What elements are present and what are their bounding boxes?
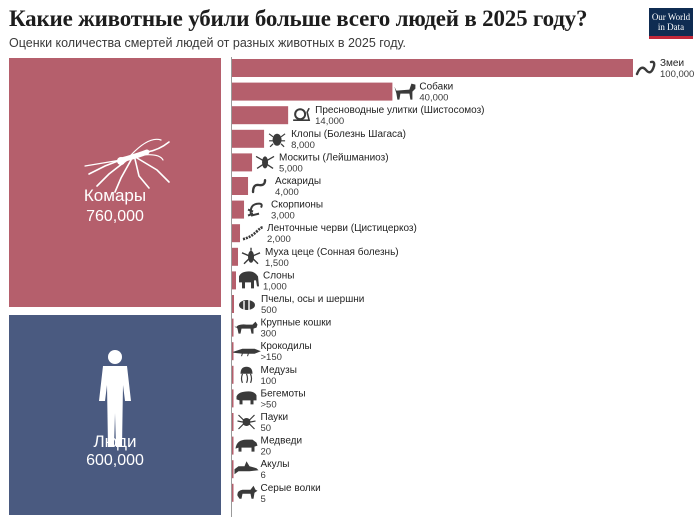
- bar-19: [232, 483, 234, 502]
- bar-value-10: 1,000: [263, 281, 287, 292]
- scorpion-icon: [247, 202, 263, 217]
- bar-value-13: >150: [261, 352, 282, 363]
- bar-value-15: >50: [261, 399, 277, 410]
- bar-label-9: Муха цеце (Сонная болезнь): [265, 246, 399, 258]
- bar-4: [232, 129, 265, 148]
- page-title: Какие животные убили больше всего людей …: [9, 6, 588, 31]
- mosquito-label: Комары: [83, 186, 147, 205]
- bee-icon: [239, 300, 256, 310]
- bar-label-10: Слоны: [263, 270, 294, 281]
- bar-value-18: 6: [261, 470, 266, 481]
- bar-9: [232, 247, 239, 266]
- bar-17: [232, 436, 234, 455]
- bar-value-19: 5: [261, 494, 266, 505]
- bar-value-16: 50: [261, 423, 272, 434]
- bar-label-11: Пчелы, осы и шершни: [261, 294, 364, 305]
- bar-label-5: Москиты (Лейшманиоз): [279, 152, 388, 163]
- bar-label-15: Бегемоты: [261, 388, 306, 399]
- sandfly-icon: [255, 155, 275, 169]
- bar-label-12: Крупные кошки: [261, 318, 332, 329]
- tsetse-fly-icon: [241, 247, 261, 265]
- humans-value: 600,000: [86, 452, 144, 469]
- tapeworm-icon: [242, 225, 264, 241]
- bar-value-17: 20: [261, 447, 272, 458]
- logo-accent-bar: [649, 36, 693, 39]
- snail-icon: [293, 107, 311, 121]
- bar-5: [232, 153, 253, 172]
- bar-label-4: Клопы (Болезнь Шагаса): [291, 129, 406, 140]
- mosquito-value: 760,000: [86, 208, 144, 225]
- jellyfish-icon: [240, 366, 253, 384]
- bar-label-17: Медведи: [261, 436, 303, 447]
- humans-label: Люди: [93, 432, 137, 451]
- bar-label-7: Скорпионы: [271, 200, 323, 211]
- bar-value-8: 2,000: [267, 234, 291, 245]
- bug-icon: [268, 133, 286, 148]
- logo-line-1: Our World: [651, 12, 691, 22]
- bar-2: [232, 82, 393, 101]
- bar-value-11: 500: [261, 305, 277, 316]
- spider-icon: [237, 414, 256, 430]
- bar-3: [232, 106, 289, 125]
- bar-label-16: Пауки: [261, 412, 289, 423]
- human-icon: [99, 350, 131, 447]
- bar-13: [232, 342, 234, 361]
- bar-14: [232, 365, 234, 384]
- bar-label-2: Собаки: [419, 81, 453, 93]
- bar-18: [232, 460, 234, 479]
- dog-icon: [394, 83, 416, 100]
- bar-value-2: 40,000: [419, 93, 448, 104]
- logo-line-2: in Data: [657, 22, 685, 32]
- shark-icon: [234, 461, 259, 475]
- bar-12: [232, 318, 234, 337]
- bar-label-1: Змеи: [660, 58, 684, 69]
- bar-value-5: 5,000: [279, 163, 303, 174]
- bear-icon: [235, 439, 258, 452]
- bar-label-19: Серые волки: [261, 483, 321, 494]
- snake-icon: [635, 60, 656, 76]
- bar-16: [232, 413, 234, 431]
- bar-value-4: 8,000: [291, 140, 315, 151]
- bar-label-8: Ленточные черви (Цистицеркоз): [267, 223, 417, 234]
- bar-value-6: 4,000: [275, 187, 299, 198]
- bar-label-14: Медузы: [261, 365, 297, 376]
- bar-value-12: 300: [261, 329, 277, 340]
- humans-block: Люди 600,000: [9, 315, 221, 515]
- mosquito-icon: [84, 138, 170, 193]
- bar-8: [232, 224, 241, 243]
- bar-value-14: 100: [261, 376, 277, 387]
- bar-value-9: 1,500: [265, 258, 289, 269]
- bar-value-1: 100,000: [660, 69, 694, 80]
- bar-15: [232, 389, 234, 408]
- mosquito-block: Комары 760,000: [9, 58, 221, 307]
- owid-logo[interactable]: Our World in Data: [649, 8, 693, 39]
- bar-1: [232, 59, 633, 77]
- bar-label-18: Акулы: [261, 459, 290, 470]
- bar-value-3: 14,000: [315, 116, 344, 127]
- wolf-icon: [237, 485, 258, 499]
- elephant-icon: [239, 271, 260, 289]
- bar-axis-line: [231, 57, 232, 517]
- roundworm-icon: [251, 178, 267, 194]
- bar-10: [232, 271, 237, 290]
- bar-label-6: Аскариды: [275, 176, 321, 187]
- bar-11: [232, 295, 235, 313]
- crocodile-icon: [233, 348, 261, 357]
- hippo-icon: [236, 391, 257, 405]
- page-subtitle: Оценки количества смертей людей от разны…: [9, 36, 406, 50]
- bar-6: [232, 177, 249, 195]
- bar-label-3: Пресноводные улитки (Шистосомоз): [315, 105, 484, 116]
- bar-value-7: 3,000: [271, 211, 295, 222]
- bar-label-13: Крокодилы: [261, 341, 312, 352]
- big-cat-icon: [234, 321, 258, 334]
- bar-7: [232, 200, 245, 219]
